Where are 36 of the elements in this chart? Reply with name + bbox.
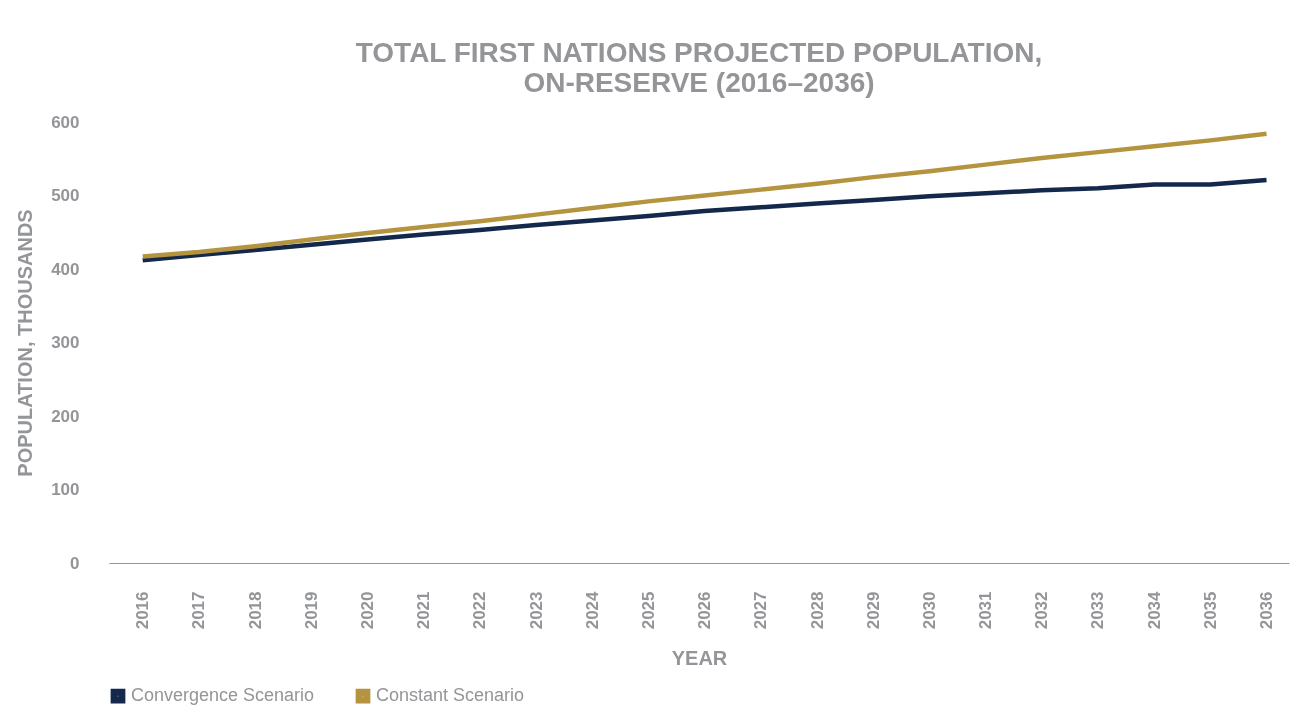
x-tick-label: 2033 [1088, 591, 1108, 630]
x-tick-label: 2019 [301, 591, 321, 630]
x-tick-label: 2020 [357, 591, 377, 630]
y-tick-label: 300 [51, 333, 80, 352]
x-tick-label: 2034 [1144, 590, 1164, 630]
x-tick-label: 2021 [414, 591, 434, 630]
x-tick-label: 2023 [526, 591, 546, 630]
y-tick-label: 400 [51, 259, 80, 279]
x-tick-label: 2028 [807, 591, 827, 630]
x-tick-label: 2030 [919, 591, 939, 630]
x-tick-label: 2032 [1032, 591, 1052, 630]
x-tick-label: 2036 [1257, 591, 1277, 630]
text: TOTAL FIRST NATIONS PROJECTED POPULATION, [355, 37, 1043, 68]
x-tick-label: 2018 [245, 591, 265, 630]
y-tick-label: 500 [51, 186, 80, 205]
x-tick-label: 2022 [470, 591, 490, 630]
line-series [140, 177, 1269, 263]
text: ON-RESERVE (2016–2036) [523, 67, 875, 98]
x-tick-label: 2017 [189, 591, 209, 630]
y-tick-label: 100 [51, 480, 80, 499]
x-tick-label: 2016 [133, 591, 153, 630]
line-series [140, 131, 1269, 259]
x-tick-label: 2029 [863, 591, 883, 630]
y-tick-label: 600 [51, 112, 80, 132]
y-axis-title: POPULATION, THOUSANDS [14, 209, 37, 477]
legend-label: Constant Scenario [376, 685, 525, 706]
y-tick-label: 200 [51, 406, 80, 426]
y-tick-label: 0 [70, 553, 80, 573]
x-tick-label: 2031 [976, 591, 996, 630]
legend-label: Convergence Scenario [131, 685, 315, 706]
x-tick-label: 2027 [751, 591, 771, 630]
x-tick-label: 2035 [1200, 591, 1220, 630]
x-tick-label: 2025 [638, 591, 658, 630]
x-axis-title: YEAR [671, 647, 728, 670]
x-tick-label: 2024 [582, 590, 602, 630]
x-tick-label: 2026 [695, 591, 715, 630]
